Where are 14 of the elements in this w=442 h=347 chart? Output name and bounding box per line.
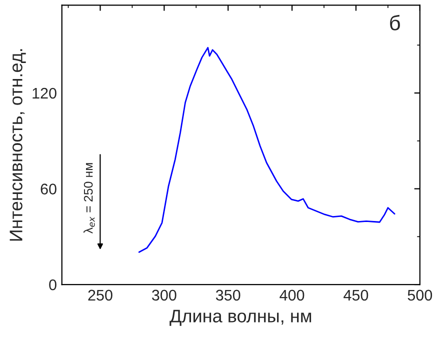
annotation: б — [390, 14, 400, 30]
x-tick-label: 250 — [88, 290, 112, 301]
line-series — [138, 46, 396, 253]
x-tick-label: 350 — [216, 290, 240, 301]
x-tick-label: 500 — [408, 290, 432, 301]
x-tick-label: 450 — [344, 290, 368, 301]
x-axis-title: Длина волны, нм — [170, 310, 312, 326]
annotation: λ$_{ex}$ = 250 нм — [84, 163, 95, 234]
y-tick-label: 60 — [40, 184, 56, 194]
y-tick-label: 0 — [49, 279, 56, 290]
y-tick-label: 120 — [32, 88, 56, 99]
x-tick-label: 400 — [280, 290, 304, 301]
y-axis-title: Интенсивность, отн.ед. — [10, 49, 26, 241]
x-tick-label: 300 — [152, 290, 176, 301]
